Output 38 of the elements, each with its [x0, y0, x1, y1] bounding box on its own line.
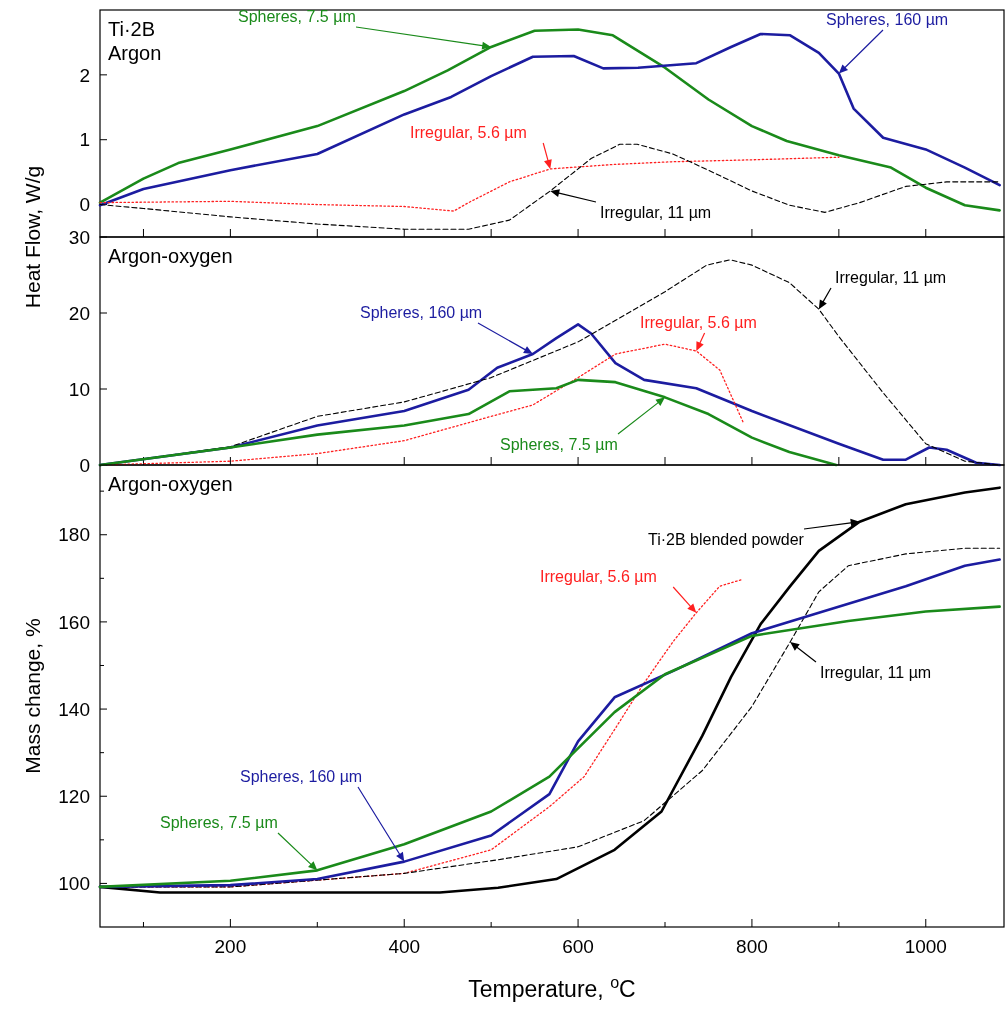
- text: Irregular, 5.6 µm: [540, 568, 657, 585]
- series-label: Spheres, 160 µm: [826, 11, 949, 28]
- y-tick-label: 30: [68, 226, 90, 248]
- text: Irregular, 5.6 µm: [410, 124, 527, 141]
- y-tick-label: 0: [79, 454, 90, 476]
- x-tick-label: 1000: [904, 936, 947, 957]
- x-tick-label: 400: [388, 936, 421, 957]
- text: Spheres, 7.5 µm: [500, 436, 618, 453]
- text: Spheres, 160 µm: [240, 768, 363, 785]
- annotation: Ti·2B: [108, 18, 156, 40]
- series-label: Irregular, 5.6 µm: [640, 314, 757, 331]
- line-series: [98, 378, 838, 467]
- y-tick-label: 2: [79, 64, 90, 86]
- y-tick-label: 120: [58, 785, 90, 807]
- y-tick-label: 180: [58, 524, 90, 546]
- x-tick-label: 600: [562, 936, 594, 957]
- series-label: Irregular, 11 µm: [835, 269, 947, 286]
- y-axis-title: Mass change, %: [21, 618, 44, 774]
- y-tick-label: 1: [79, 129, 90, 151]
- x-axis-title: Temperature, $^{o}$C: [468, 973, 636, 1002]
- annotation: Argon-oxygen: [108, 473, 233, 495]
- text: Spheres, 160 µm: [360, 304, 483, 321]
- y-tick-label: 0: [79, 194, 90, 216]
- y-tick-label: 160: [58, 611, 90, 633]
- annotation: Argon-oxygen: [108, 245, 233, 267]
- text: Spheres, 7.5 µm: [238, 8, 356, 25]
- annotation: Argon: [108, 42, 162, 64]
- text: Irregular, 11 µm: [820, 664, 932, 681]
- series-label: Irregular, 11 µm: [600, 204, 712, 221]
- x-tick-label: 200: [214, 936, 247, 957]
- y-tick-label: 20: [68, 302, 90, 324]
- y-tick-label: 10: [68, 378, 90, 400]
- y-axis-title: Heat Flow, W/g: [21, 165, 44, 309]
- y-tick-label: 140: [58, 698, 90, 720]
- text: Spheres, 7.5 µm: [160, 814, 278, 831]
- series-label: Ti·2B blended powder: [648, 531, 805, 548]
- y-tick-label: 100: [58, 873, 90, 895]
- x-tick-label: 800: [736, 936, 768, 957]
